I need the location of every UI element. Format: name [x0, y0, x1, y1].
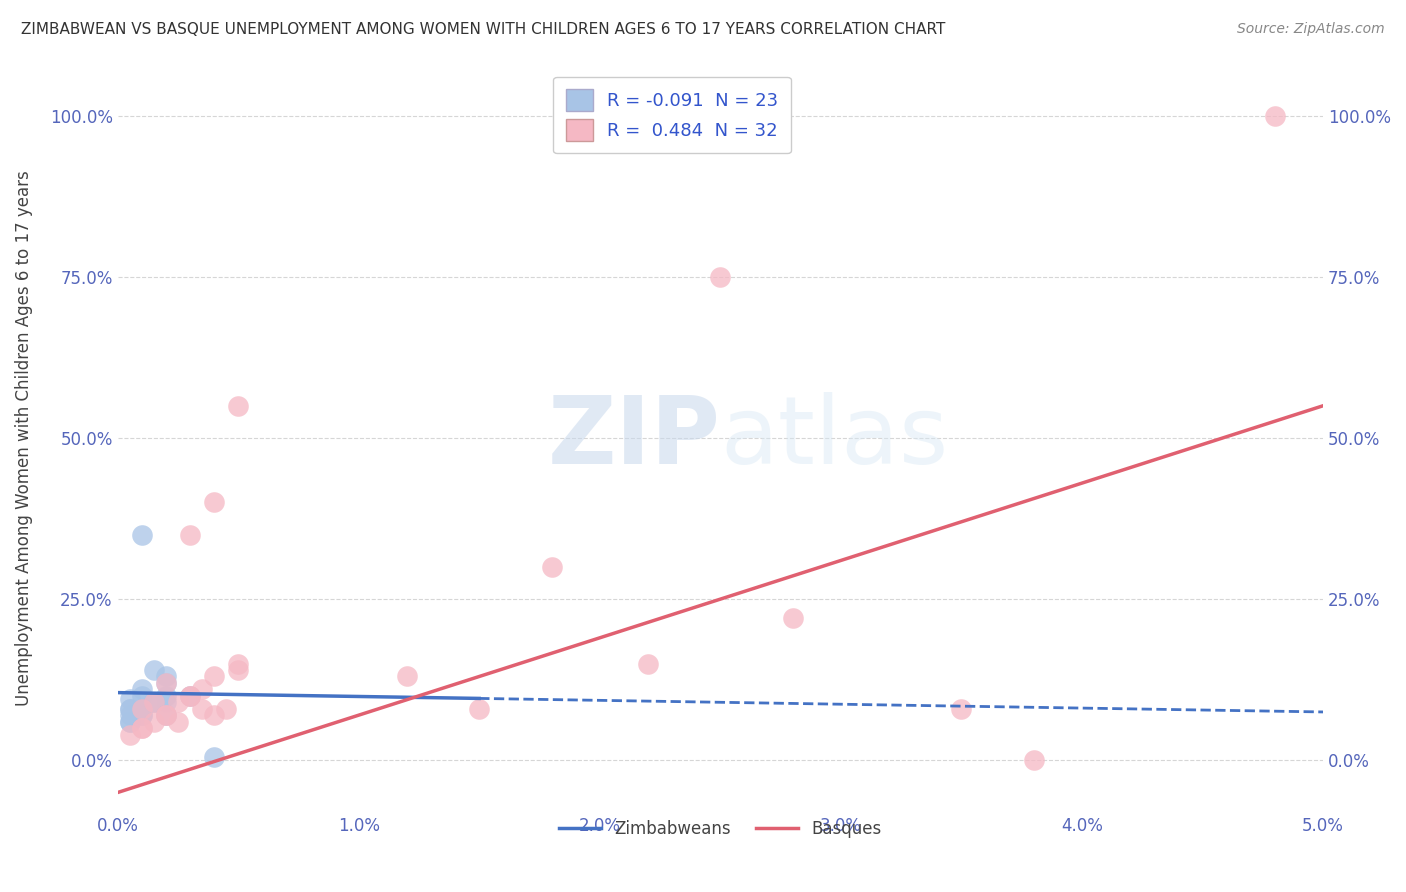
- Point: [179, 689, 201, 703]
- Point: [166, 714, 188, 729]
- Point: [226, 663, 249, 677]
- Text: Source: ZipAtlas.com: Source: ZipAtlas.com: [1237, 22, 1385, 37]
- Point: [202, 750, 225, 764]
- Point: [155, 695, 177, 709]
- Point: [118, 702, 141, 716]
- Point: [118, 727, 141, 741]
- Y-axis label: Unemployment Among Women with Children Ages 6 to 17 years: Unemployment Among Women with Children A…: [15, 170, 32, 706]
- Point: [142, 695, 165, 709]
- Point: [131, 702, 153, 716]
- Point: [1264, 109, 1286, 123]
- Point: [709, 269, 731, 284]
- Point: [166, 695, 188, 709]
- Point: [131, 682, 153, 697]
- Point: [226, 657, 249, 671]
- Point: [191, 682, 214, 697]
- Text: atlas: atlas: [720, 392, 949, 484]
- Point: [179, 689, 201, 703]
- Point: [1022, 753, 1045, 767]
- Point: [637, 657, 659, 671]
- Point: [142, 663, 165, 677]
- Point: [118, 714, 141, 729]
- Point: [202, 708, 225, 723]
- Point: [131, 721, 153, 735]
- Point: [155, 708, 177, 723]
- Point: [131, 708, 153, 723]
- Text: ZIMBABWEAN VS BASQUE UNEMPLOYMENT AMONG WOMEN WITH CHILDREN AGES 6 TO 17 YEARS C: ZIMBABWEAN VS BASQUE UNEMPLOYMENT AMONG …: [21, 22, 945, 37]
- Legend: Zimbabweans, Basques: Zimbabweans, Basques: [553, 814, 889, 845]
- Point: [131, 721, 153, 735]
- Point: [118, 714, 141, 729]
- Point: [215, 702, 238, 716]
- Point: [155, 708, 177, 723]
- Point: [950, 702, 973, 716]
- Point: [131, 689, 153, 703]
- Point: [118, 692, 141, 706]
- Point: [155, 676, 177, 690]
- Point: [131, 702, 153, 716]
- Point: [131, 708, 153, 723]
- Point: [118, 702, 141, 716]
- Point: [131, 702, 153, 716]
- Point: [118, 708, 141, 723]
- Point: [226, 399, 249, 413]
- Point: [395, 669, 418, 683]
- Point: [155, 669, 177, 683]
- Point: [540, 560, 562, 574]
- Point: [782, 611, 804, 625]
- Point: [131, 527, 153, 541]
- Point: [179, 527, 201, 541]
- Point: [142, 695, 165, 709]
- Point: [468, 702, 491, 716]
- Point: [191, 702, 214, 716]
- Point: [142, 695, 165, 709]
- Point: [202, 495, 225, 509]
- Point: [202, 669, 225, 683]
- Text: ZIP: ZIP: [547, 392, 720, 484]
- Point: [142, 714, 165, 729]
- Point: [155, 689, 177, 703]
- Point: [179, 689, 201, 703]
- Point: [155, 708, 177, 723]
- Point: [155, 676, 177, 690]
